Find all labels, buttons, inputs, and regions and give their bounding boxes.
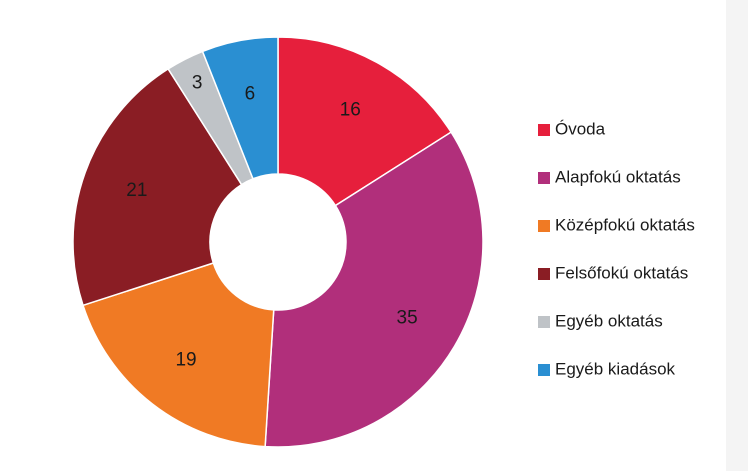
data-label: 16 — [340, 100, 361, 121]
donut-slice — [201, 36, 279, 180]
data-label: 19 — [175, 350, 196, 371]
legend-swatch — [538, 172, 550, 184]
data-label: 21 — [126, 180, 147, 201]
legend-label: Egyéb oktatás — [555, 311, 663, 330]
data-label: 6 — [245, 84, 256, 105]
donut-slice — [264, 131, 484, 448]
legend-swatch — [538, 364, 550, 376]
legend-label: Alapfokú oktatás — [555, 167, 681, 186]
donut-slice — [82, 262, 275, 448]
legend-swatch — [538, 124, 550, 136]
legend-swatch — [538, 268, 550, 280]
legend-swatch — [538, 220, 550, 232]
legend-swatch — [538, 316, 550, 328]
data-label: 3 — [192, 72, 203, 93]
legend-label: Óvoda — [555, 119, 606, 138]
legend-label: Felsőfokú oktatás — [555, 263, 688, 282]
legend-label: Középfokú oktatás — [555, 215, 695, 234]
donut-slice — [72, 67, 243, 307]
legend-label: Egyéb kiadások — [555, 359, 676, 378]
data-label: 35 — [397, 307, 418, 328]
donut-slice — [277, 36, 453, 207]
frame-edge — [726, 0, 748, 471]
